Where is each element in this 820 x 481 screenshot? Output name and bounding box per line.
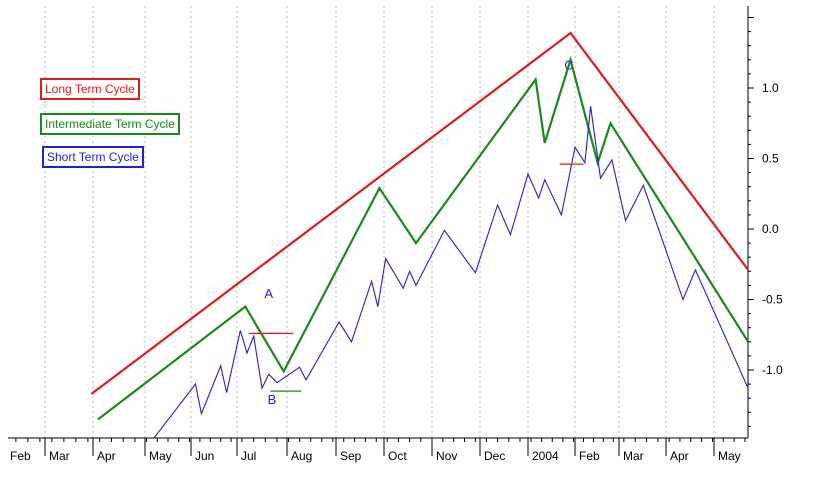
short-term-cycle-line — [153, 106, 749, 439]
x-tick-label: Aug — [291, 449, 312, 463]
legend-short-term: Short Term Cycle — [42, 146, 144, 168]
axes-layer: Feb Mar Apr May Jun Jul Aug Sep Oct Nov Dec 2004 Feb… — [8, 6, 783, 463]
x-tick-label: May — [149, 449, 172, 463]
x-tick-label: Mar — [623, 449, 644, 463]
x-tick-label: Feb — [10, 449, 31, 463]
x-tick-label: Apr — [97, 449, 116, 463]
annotation-layer: A B C — [264, 58, 573, 407]
legend-intermediate-term: Intermediate Term Cycle — [40, 113, 180, 135]
grid-layer — [44, 6, 715, 438]
x-tick-label: Mar — [49, 449, 70, 463]
y-tick-label: 1.0 — [762, 81, 779, 95]
x-tick-label: Jul — [241, 449, 256, 463]
x-tick-label: Oct — [388, 449, 407, 463]
annotation-c: C — [564, 58, 573, 73]
y-tick-label: -1.0 — [762, 363, 783, 377]
x-tick-label: Sep — [340, 449, 362, 463]
x-tick-label: May — [718, 449, 741, 463]
y-tick-label: -0.5 — [762, 293, 783, 307]
legend-short-term-label: Short Term Cycle — [47, 150, 139, 164]
y-tick-label: 0.0 — [762, 222, 779, 236]
x-tick-label: 2004 — [532, 449, 559, 463]
series-layer — [90, 31, 750, 439]
x-tick-label: Jun — [195, 449, 214, 463]
annotation-a: A — [264, 286, 273, 301]
intermediate-term-cycle-line — [97, 55, 750, 421]
annotation-b: B — [268, 392, 277, 407]
x-tick-label: Feb — [579, 449, 600, 463]
legend-long-term: Long Term Cycle — [40, 78, 140, 100]
x-tick-label: Dec — [484, 449, 505, 463]
x-tick-label: Nov — [436, 449, 457, 463]
legend-intermediate-term-label: Intermediate Term Cycle — [45, 117, 175, 131]
x-tick-label: Apr — [670, 449, 689, 463]
marker-layer — [248, 163, 584, 392]
legend-long-term-label: Long Term Cycle — [45, 82, 135, 96]
long-term-cycle-line — [90, 31, 749, 395]
y-tick-label: 0.5 — [762, 152, 779, 166]
